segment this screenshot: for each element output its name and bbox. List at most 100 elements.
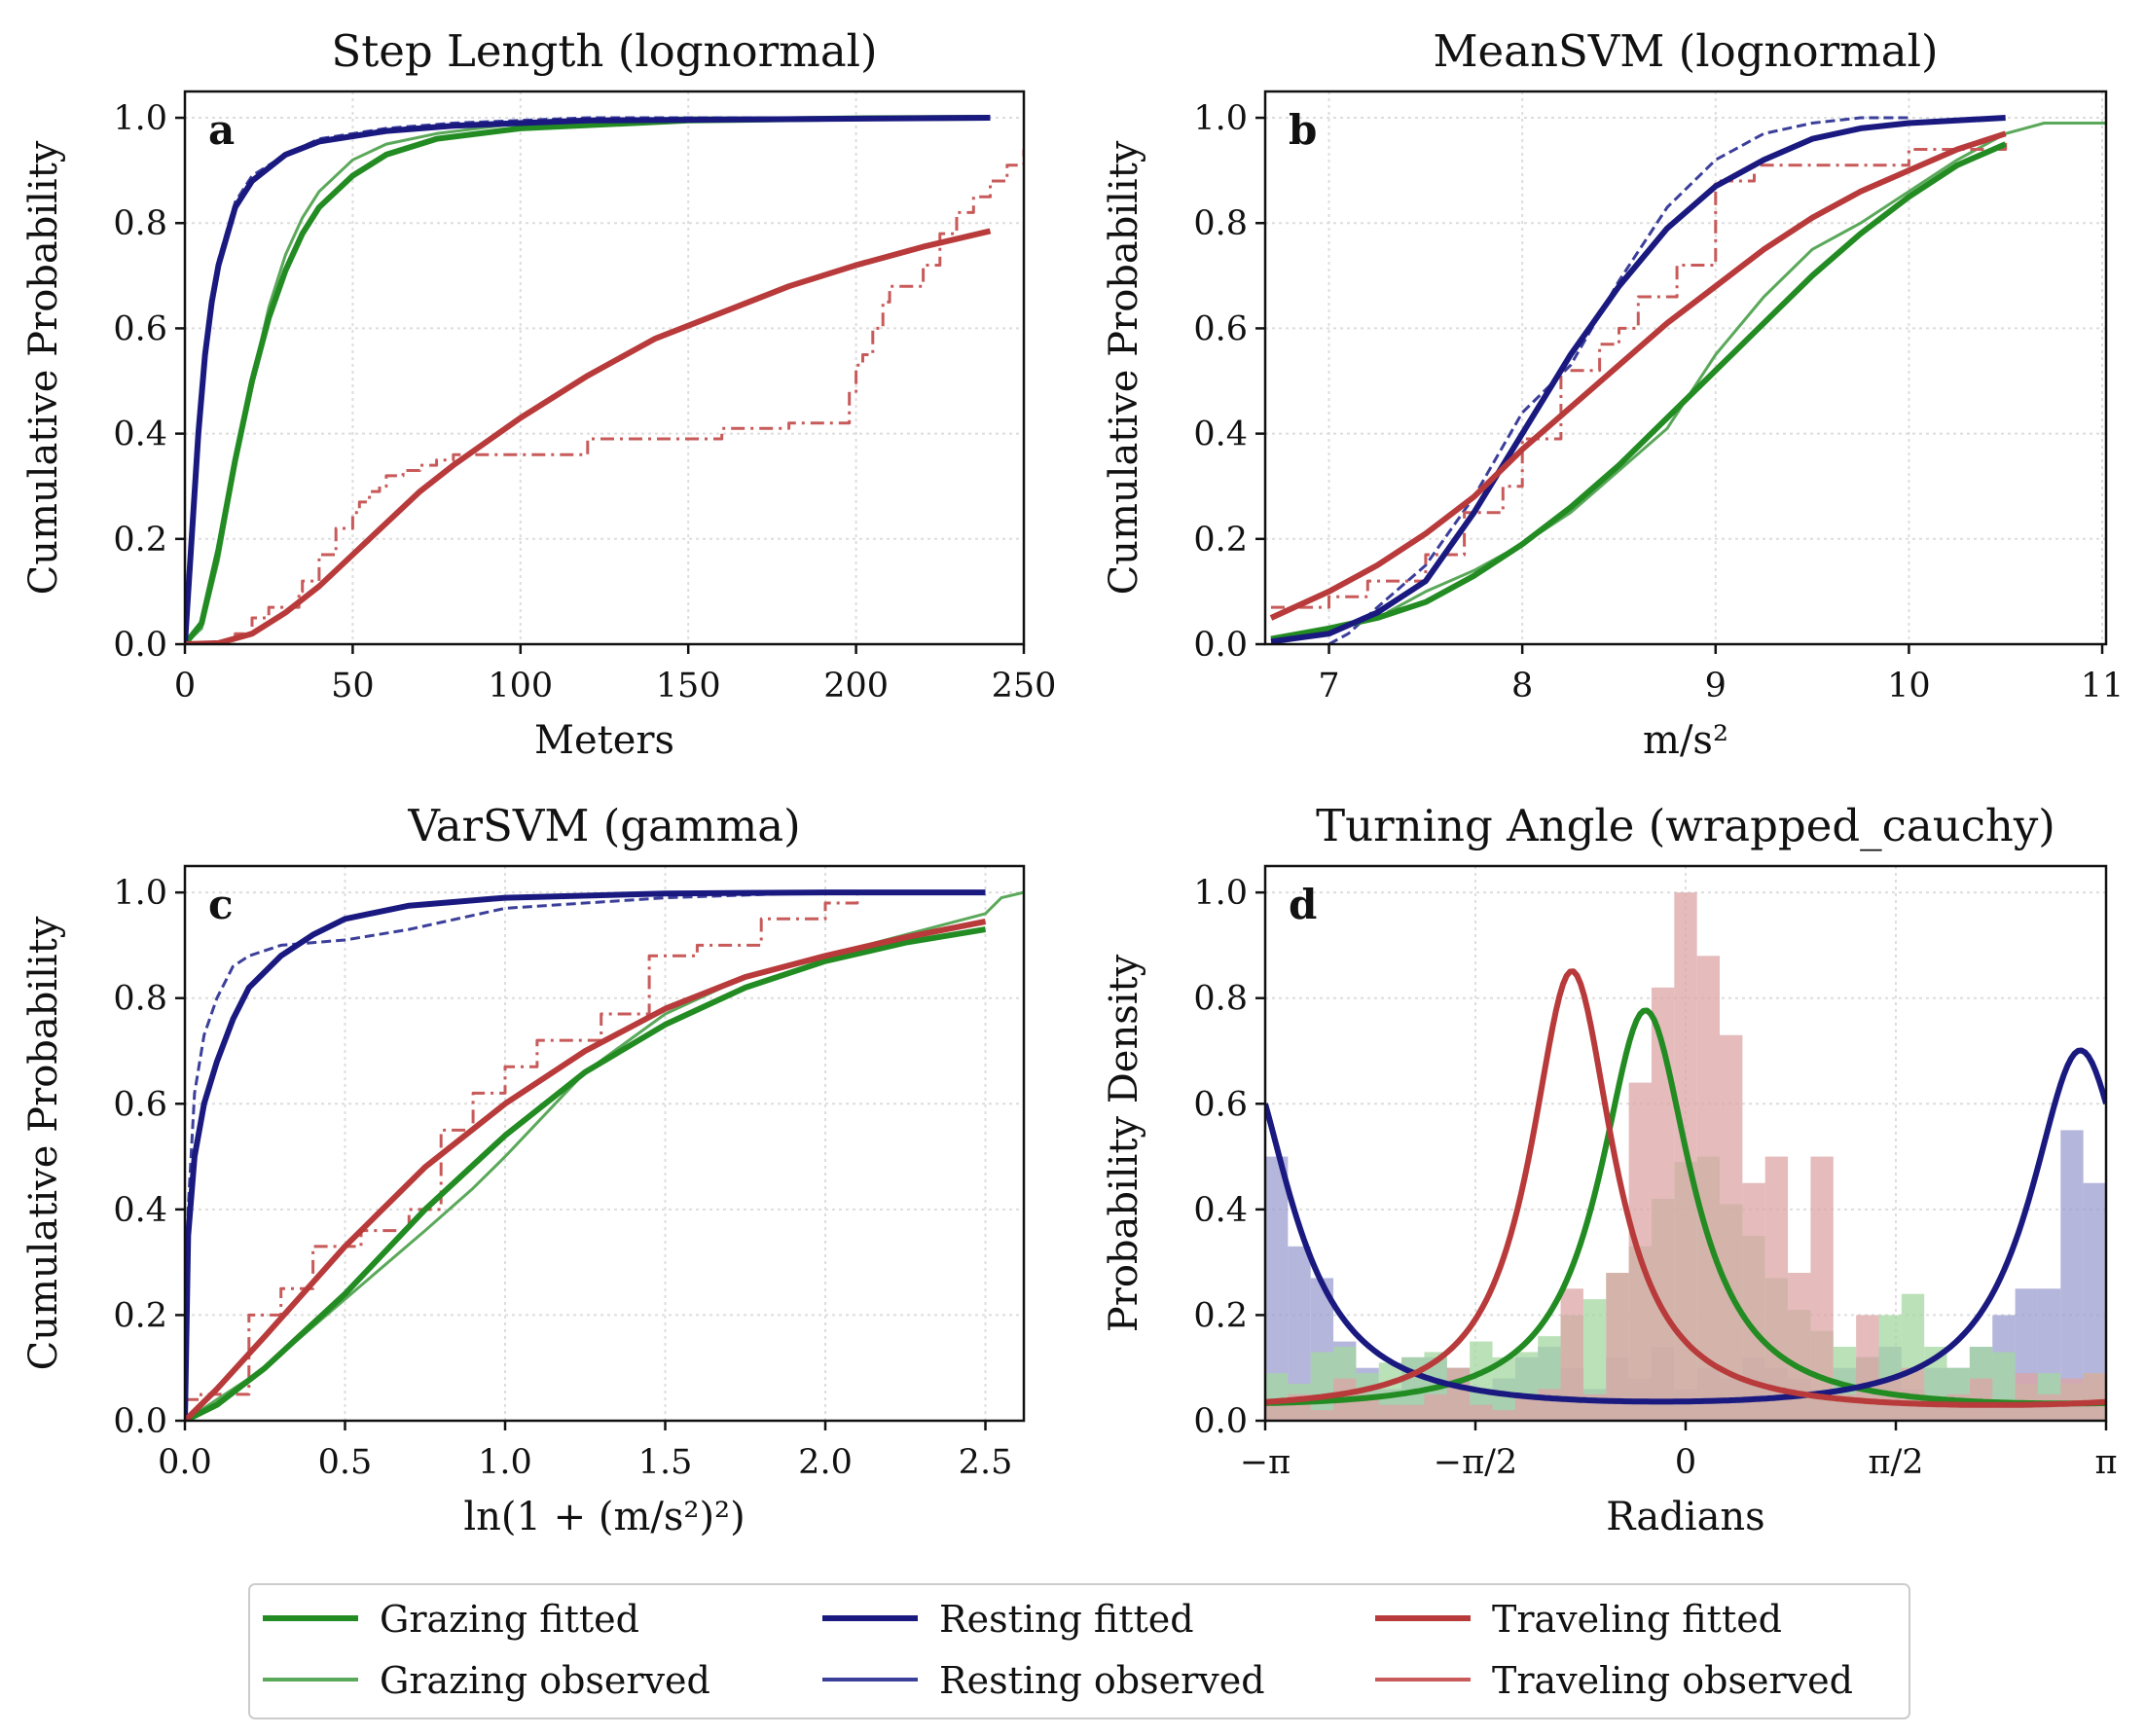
hist-bar-traveling [1265,1404,1289,1421]
hist-bar-traveling [1992,1404,2016,1421]
hist-bar-traveling [1492,1410,1515,1421]
x-tick-label: π/2 [1868,1443,1923,1482]
x-tick-label: −π/2 [1434,1443,1517,1482]
x-tick-label: 0.5 [318,1443,373,1482]
legend-frame [248,1583,1910,1719]
plot-area [1265,91,2106,644]
legend-item: Grazing fitted [263,1598,639,1641]
y-tick-label: 0.4 [113,1191,167,1230]
y-tick-label: 0.2 [1193,521,1248,560]
plot-area [185,866,1024,1421]
y-tick-label: 0.2 [113,521,167,560]
hist-bar-traveling [2083,1373,2106,1421]
hist-bar-traveling [1401,1404,1425,1421]
axes-frame [183,864,1026,1423]
hist-bar-traveling [2015,1373,2038,1421]
hist-bar-traveling [1788,1273,1811,1421]
axes-frame [1263,90,2108,646]
y-tick-label: 0.6 [1193,309,1248,348]
series-resting-fitted [185,115,991,644]
chart-panel-b: MeanSVM (lognormal) m/s² Cumulative Prob… [1102,25,2124,763]
y-tick-label: 0.8 [1193,204,1248,243]
legend-item: Grazing observed [263,1659,710,1702]
series-resting-fitted [1270,115,2006,644]
series-traveling-fitted [1265,968,2106,1408]
x-tick-label: 150 [656,667,721,705]
y-axis-label: Probability Density [1102,954,1146,1332]
hist-bar-resting [2060,1130,2084,1421]
hist-bar-traveling [1810,1156,1834,1421]
panel-label: d [1289,881,1317,928]
series-grazing-fitted [1270,141,2007,642]
hist-bar-traveling [1696,956,1721,1421]
x-tick-label: 8 [1511,667,1533,705]
x-tick-label: 7 [1318,667,1339,705]
y-tick-label: 1.0 [113,874,167,913]
legend-label: Grazing observed [380,1659,710,1702]
x-tick-label: −π [1240,1443,1291,1482]
hist-bar-resting [1288,1246,1311,1421]
hist-bar-traveling [1424,1393,1447,1421]
series-resting-observed [185,890,826,1421]
panel-label: b [1289,106,1317,154]
y-tick-label: 0.0 [113,1402,167,1441]
hist-bar-traveling [1651,987,1675,1421]
y-tick-label: 1.0 [113,99,167,138]
y-tick-label: 0.6 [113,309,167,348]
panel-label: c [208,881,234,928]
hist-bar-traveling [1742,1182,1765,1421]
plot-area [1265,866,2106,1421]
hist-bar-traveling [1606,1273,1629,1421]
hist-bar-traveling [1924,1404,1947,1421]
chart-title: MeanSVM (lognormal) [1433,25,1938,77]
hist-bar-resting [2083,1182,2106,1421]
x-tick-label: 1.5 [638,1443,693,1482]
hist-bar-traveling [1764,1156,1789,1421]
hist-bar-traveling [1310,1410,1334,1421]
x-tick-label: 11 [2081,667,2125,705]
panel-label: a [208,106,235,154]
x-tick-label: 0 [174,667,196,705]
y-axis-label: Cumulative Probability [21,140,66,595]
x-tick-label: 10 [1887,667,1931,705]
legend-label: Grazing fitted [380,1598,639,1641]
legend: Grazing fitted Resting fitted Traveling … [248,1583,1910,1719]
hist-bar-traveling [1514,1393,1539,1421]
chart-panel-a: Step Length (lognormal) Meters Cumulativ… [21,25,1056,763]
hist-bar-traveling [1560,1288,1583,1421]
chart-panel-c: VarSVM (gamma) ln(1 + (m/s²)²) Cumulativ… [21,800,1026,1539]
x-tick-label: 1.0 [478,1443,532,1482]
legend-label: Traveling observed [1492,1659,1853,1702]
y-tick-label: 0.0 [1193,626,1248,665]
axes-frame [183,90,1026,646]
x-axis-label: Meters [534,718,674,763]
legend-label: Resting observed [939,1659,1265,1702]
x-tick-label: 0 [1675,1443,1696,1482]
x-tick-label: 200 [823,667,889,705]
y-axis-label: Cumulative Probability [1102,140,1146,595]
y-tick-label: 0.0 [113,626,167,665]
x-axis-label: m/s² [1643,718,1728,763]
y-tick-label: 1.0 [1193,874,1248,913]
y-tick-label: 0.2 [1193,1296,1248,1335]
hist-bar-traveling [1470,1404,1493,1421]
x-tick-label: 2.5 [959,1443,1013,1482]
x-tick-label: 2.0 [798,1443,853,1482]
legend-item: Resting observed [822,1659,1265,1702]
series-grazing-fitted [185,115,991,644]
series-resting-observed [1327,116,1909,644]
y-tick-label: 0.8 [113,204,167,243]
series-traveling-observed [185,149,1024,644]
y-tick-label: 0.6 [1193,1085,1248,1124]
x-tick-label: 50 [331,667,375,705]
legend-item: Traveling observed [1375,1659,1853,1702]
hist-bar-traveling [2037,1393,2061,1421]
y-tick-label: 0.6 [113,1085,167,1124]
series-resting-fitted [1265,1047,2106,1405]
hist-bar-traveling [1878,1378,1902,1421]
x-tick-label: 250 [992,667,1057,705]
plot-area [185,91,1024,644]
series-grazing-fitted [185,926,986,1421]
